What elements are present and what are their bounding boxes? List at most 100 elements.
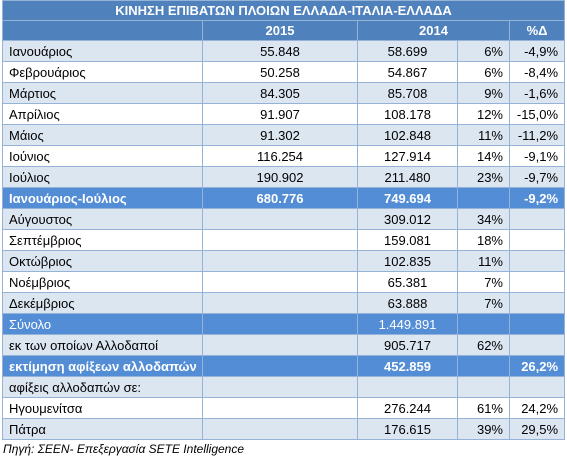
cell: 905.717: [357, 334, 458, 356]
table-row: Νοέμβριος 65.381 7%: [2, 271, 566, 293]
row-label: Μάρτιος: [2, 82, 203, 104]
header-blank: [2, 20, 203, 41]
cell: [202, 208, 358, 230]
cell: -15,0%: [508, 103, 566, 125]
row-label: Απρίλιος: [2, 103, 203, 125]
cell: 91.302: [202, 124, 358, 146]
cell: -8,4%: [508, 61, 566, 83]
passenger-table: ΚΙΝΗΣΗ ΕΠΙΒΑΤΩΝ ΠΛΟΙΩΝ ΕΛΛΑΔΑ-ΙΤΑΛΙΑ-ΕΛΛ…: [1, 0, 566, 440]
cell: 108.178: [357, 103, 458, 125]
cell: 61%: [457, 397, 510, 419]
row-label: Ηγουμενίτσα: [2, 397, 203, 419]
row-label: Νοέμβριος: [2, 271, 203, 293]
cell: 127.914: [357, 145, 458, 167]
row-label: Αύγουστος: [2, 208, 203, 230]
cell: 211.480: [357, 166, 458, 188]
table-row: Σύνολο 1.449.891: [2, 313, 566, 335]
cell: 85.708: [357, 82, 458, 104]
cell: [202, 250, 358, 272]
cell: [202, 271, 358, 293]
cell: 50.258: [202, 61, 358, 83]
table-row: Ιούλιος 190.902 211.480 23% -9,7%: [2, 166, 566, 188]
cell: [508, 229, 566, 251]
cell: [202, 292, 358, 314]
row-label: Φεβρουάριος: [2, 61, 203, 83]
cell: 309.012: [357, 208, 458, 230]
row-label: Σύνολο: [2, 313, 203, 335]
cell: [357, 376, 458, 398]
row-label: Ιούνιος: [2, 145, 203, 167]
cell: -9,1%: [508, 145, 566, 167]
row-label: Οκτώβριος: [2, 250, 203, 272]
cell: [202, 418, 358, 440]
cell: [508, 334, 566, 356]
cell: [508, 250, 566, 272]
table-row: αφίξεις αλλοδαπών σε:: [2, 376, 566, 398]
cell: 102.848: [357, 124, 458, 146]
table-row: Οκτώβριος 102.835 11%: [2, 250, 566, 272]
cell: 176.615: [357, 418, 458, 440]
row-label: Δεκέμβριος: [2, 292, 203, 314]
cell: 6%: [457, 40, 510, 62]
table-row: Δεκέμβριος 63.888 7%: [2, 292, 566, 314]
cell: [202, 313, 358, 335]
cell: -9,2%: [508, 187, 566, 209]
row-label: Μάιος: [2, 124, 203, 146]
cell: 63.888: [357, 292, 458, 314]
cell: 159.081: [357, 229, 458, 251]
cell: 680.776: [202, 187, 358, 209]
table-row: Ιανουάριος-Ιούλιος 680.776 749.694 -9,2%: [2, 187, 566, 209]
table-row: Μάιος 91.302 102.848 11% -11,2%: [2, 124, 566, 146]
cell: [202, 397, 358, 419]
row-label: εκτίμηση αφίξεων αλλοδαπών: [2, 355, 203, 377]
cell: [508, 271, 566, 293]
table-row: Σεπτέμβριος 159.081 18%: [2, 229, 566, 251]
cell: 276.244: [357, 397, 458, 419]
cell: 12%: [457, 103, 510, 125]
table-row: Ηγουμενίτσα 276.244 61% 24,2%: [2, 397, 566, 419]
cell: 55.848: [202, 40, 358, 62]
cell: 65.381: [357, 271, 458, 293]
cell: 7%: [457, 292, 510, 314]
cell: [457, 187, 510, 209]
table-row: Ιανουάριος 55.848 58.699 6% -4,9%: [2, 40, 566, 62]
table-row: Φεβρουάριος 50.258 54.867 6% -8,4%: [2, 61, 566, 83]
row-label: Σεπτέμβριος: [2, 229, 203, 251]
table-row: Ιούνιος 116.254 127.914 14% -9,1%: [2, 145, 566, 167]
table-row: Αύγουστος 309.012 34%: [2, 208, 566, 230]
cell: 62%: [457, 334, 510, 356]
row-label: αφίξεις αλλοδαπών σε:: [2, 376, 203, 398]
title: ΚΙΝΗΣΗ ΕΠΙΒΑΤΩΝ ΠΛΟΙΩΝ ΕΛΛΑΔΑ-ΙΤΑΛΙΑ-ΕΛΛ…: [1, 0, 566, 21]
cell: 1.449.891: [357, 313, 458, 335]
cell: 58.699: [357, 40, 458, 62]
cell: 749.694: [357, 187, 458, 209]
cell: 11%: [457, 250, 510, 272]
cell: -9,7%: [508, 166, 566, 188]
header-cell: 2015: [202, 20, 358, 41]
cell: 14%: [457, 145, 510, 167]
cell: -11,2%: [508, 124, 566, 146]
cell: 7%: [457, 271, 510, 293]
cell: 34%: [457, 208, 510, 230]
cell: [457, 313, 510, 335]
cell: 6%: [457, 61, 510, 83]
cell: 18%: [457, 229, 510, 251]
cell: 102.835: [357, 250, 458, 272]
cell: 54.867: [357, 61, 458, 83]
cell: [508, 376, 566, 398]
row-label: Πάτρα: [2, 418, 203, 440]
cell: [457, 376, 510, 398]
row-label: εκ των οποίων Αλλοδαποί: [2, 334, 203, 356]
cell: 11%: [457, 124, 510, 146]
table-row: εκ των οποίων Αλλοδαποί 905.717 62%: [2, 334, 566, 356]
cell: 29,5%: [508, 418, 566, 440]
cell: 452.859: [357, 355, 458, 377]
cell: [202, 376, 358, 398]
cell: [508, 292, 566, 314]
cell: 23%: [457, 166, 510, 188]
cell: 24,2%: [508, 397, 566, 419]
cell: -1,6%: [508, 82, 566, 104]
row-label: Ιανουάριος: [2, 40, 203, 62]
cell: 39%: [457, 418, 510, 440]
